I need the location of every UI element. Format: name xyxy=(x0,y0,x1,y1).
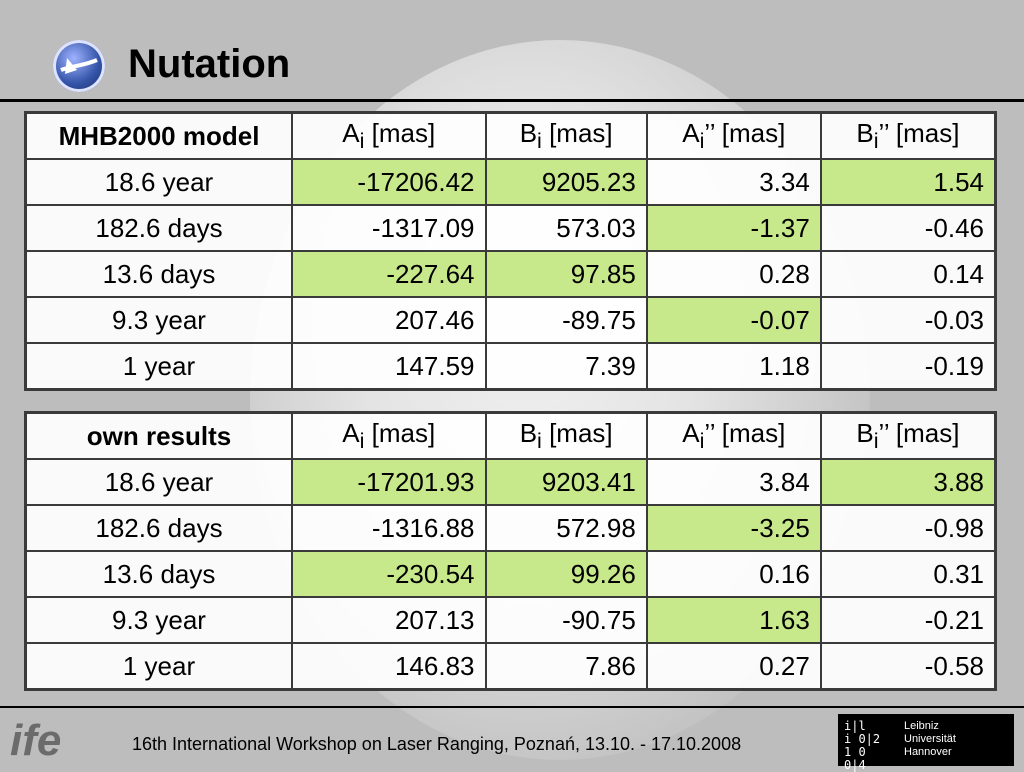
row-label: 1 year xyxy=(24,642,293,691)
cell-value: 207.46 xyxy=(291,296,487,344)
cell-value: 3.88 xyxy=(819,458,997,506)
cell-value: -0.21 xyxy=(819,596,997,644)
header-bi2: Bi’’ [mas] xyxy=(819,111,997,160)
cell-value: 7.86 xyxy=(484,642,648,691)
globe-logo-icon xyxy=(53,40,105,92)
cell-value: -89.75 xyxy=(484,296,648,344)
cell-value: -17201.93 xyxy=(291,458,487,506)
header-ai: Ai [mas] xyxy=(291,111,487,160)
cell-value: 3.34 xyxy=(645,158,822,206)
row-label: 18.6 year xyxy=(24,158,293,206)
cell-value: -230.54 xyxy=(291,550,487,598)
table-row: 1 year 146.83 7.86 0.27 -0.58 xyxy=(24,642,997,691)
header-bi: Bi [mas] xyxy=(484,411,648,460)
cell-value: 0.31 xyxy=(819,550,997,598)
cell-value: -0.58 xyxy=(819,642,997,691)
table-row: 18.6 year -17201.93 9203.41 3.84 3.88 xyxy=(24,458,997,506)
luh-logo: i|l i 0|2 1 0 0|4 Leibniz Universität Ha… xyxy=(838,714,1014,772)
cell-value: -0.98 xyxy=(819,504,997,552)
cell-value: 1.63 xyxy=(645,596,822,644)
cell-value: 9203.41 xyxy=(484,458,648,506)
row-label: 1 year xyxy=(24,342,293,391)
table-row: 13.6 days -227.64 97.85 0.28 0.14 xyxy=(24,250,997,298)
cell-value: 207.13 xyxy=(291,596,487,644)
cell-value: 572.98 xyxy=(484,504,648,552)
cell-value: 1.54 xyxy=(819,158,997,206)
header-bi2: Bi’’ [mas] xyxy=(819,411,997,460)
cell-value: 0.16 xyxy=(645,550,822,598)
table-row: 1 year 147.59 7.39 1.18 -0.19 xyxy=(24,342,997,391)
cell-value: -227.64 xyxy=(291,250,487,298)
table-row: 9.3 year 207.13 -90.75 1.63 -0.21 xyxy=(24,596,997,644)
header-model: own results xyxy=(24,411,293,460)
row-label: 182.6 days xyxy=(24,204,293,252)
footer-divider xyxy=(0,706,1024,708)
cell-value: -0.03 xyxy=(819,296,997,344)
luh-mark-icon: i|l i 0|2 1 0 0|4 xyxy=(844,719,881,772)
cell-value: -90.75 xyxy=(484,596,648,644)
cell-value: 97.85 xyxy=(484,250,648,298)
header-ai2: Ai’’ [mas] xyxy=(645,411,822,460)
cell-value: -3.25 xyxy=(645,504,822,552)
row-label: 13.6 days xyxy=(24,550,293,598)
ife-logo: ife xyxy=(10,716,62,765)
cell-value: 0.14 xyxy=(819,250,997,298)
table-row: 18.6 year -17206.42 9205.23 3.34 1.54 xyxy=(24,158,997,206)
table-row: 182.6 days -1316.88 572.98 -3.25 -0.98 xyxy=(24,504,997,552)
cell-value: -17206.42 xyxy=(291,158,487,206)
header-bi: Bi [mas] xyxy=(484,111,648,160)
row-label: 18.6 year xyxy=(24,458,293,506)
table-row: 182.6 days -1317.09 573.03 -1.37 -0.46 xyxy=(24,204,997,252)
cell-value: -1317.09 xyxy=(291,204,487,252)
title-divider xyxy=(0,99,1024,102)
cell-value: -1316.88 xyxy=(291,504,487,552)
header-ai2: Ai’’ [mas] xyxy=(645,111,822,160)
slide-title: Nutation xyxy=(128,42,291,86)
row-label: 182.6 days xyxy=(24,504,293,552)
cell-value: 1.18 xyxy=(645,342,822,391)
luh-text: Leibniz Universität Hannover xyxy=(904,720,956,758)
cell-value: 147.59 xyxy=(291,342,487,391)
cell-value: -0.07 xyxy=(645,296,822,344)
cell-value: -1.37 xyxy=(645,204,822,252)
cell-value: 146.83 xyxy=(291,642,487,691)
table-row: 13.6 days -230.54 99.26 0.16 0.31 xyxy=(24,550,997,598)
table-header-row: own results Ai [mas] Bi [mas] Ai’’ [mas]… xyxy=(24,411,997,460)
cell-value: 3.84 xyxy=(645,458,822,506)
cell-value: 99.26 xyxy=(484,550,648,598)
cell-value: 0.28 xyxy=(645,250,822,298)
cell-value: 9205.23 xyxy=(484,158,648,206)
cell-value: 0.27 xyxy=(645,642,822,691)
row-label: 9.3 year xyxy=(24,296,293,344)
mhb2000-table: MHB2000 model Ai [mas] Bi [mas] Ai’’ [ma… xyxy=(24,111,997,391)
header-model: MHB2000 model xyxy=(24,111,293,160)
cell-value: 7.39 xyxy=(484,342,648,391)
footer-text: 16th International Workshop on Laser Ran… xyxy=(132,734,742,754)
row-label: 9.3 year xyxy=(24,596,293,644)
cell-value: -0.19 xyxy=(819,342,997,391)
table-header-row: MHB2000 model Ai [mas] Bi [mas] Ai’’ [ma… xyxy=(24,111,997,160)
table-row: 9.3 year 207.46 -89.75 -0.07 -0.03 xyxy=(24,296,997,344)
header-ai: Ai [mas] xyxy=(291,411,487,460)
own-results-table: own results Ai [mas] Bi [mas] Ai’’ [mas]… xyxy=(24,411,997,691)
row-label: 13.6 days xyxy=(24,250,293,298)
cell-value: -0.46 xyxy=(819,204,997,252)
cell-value: 573.03 xyxy=(484,204,648,252)
